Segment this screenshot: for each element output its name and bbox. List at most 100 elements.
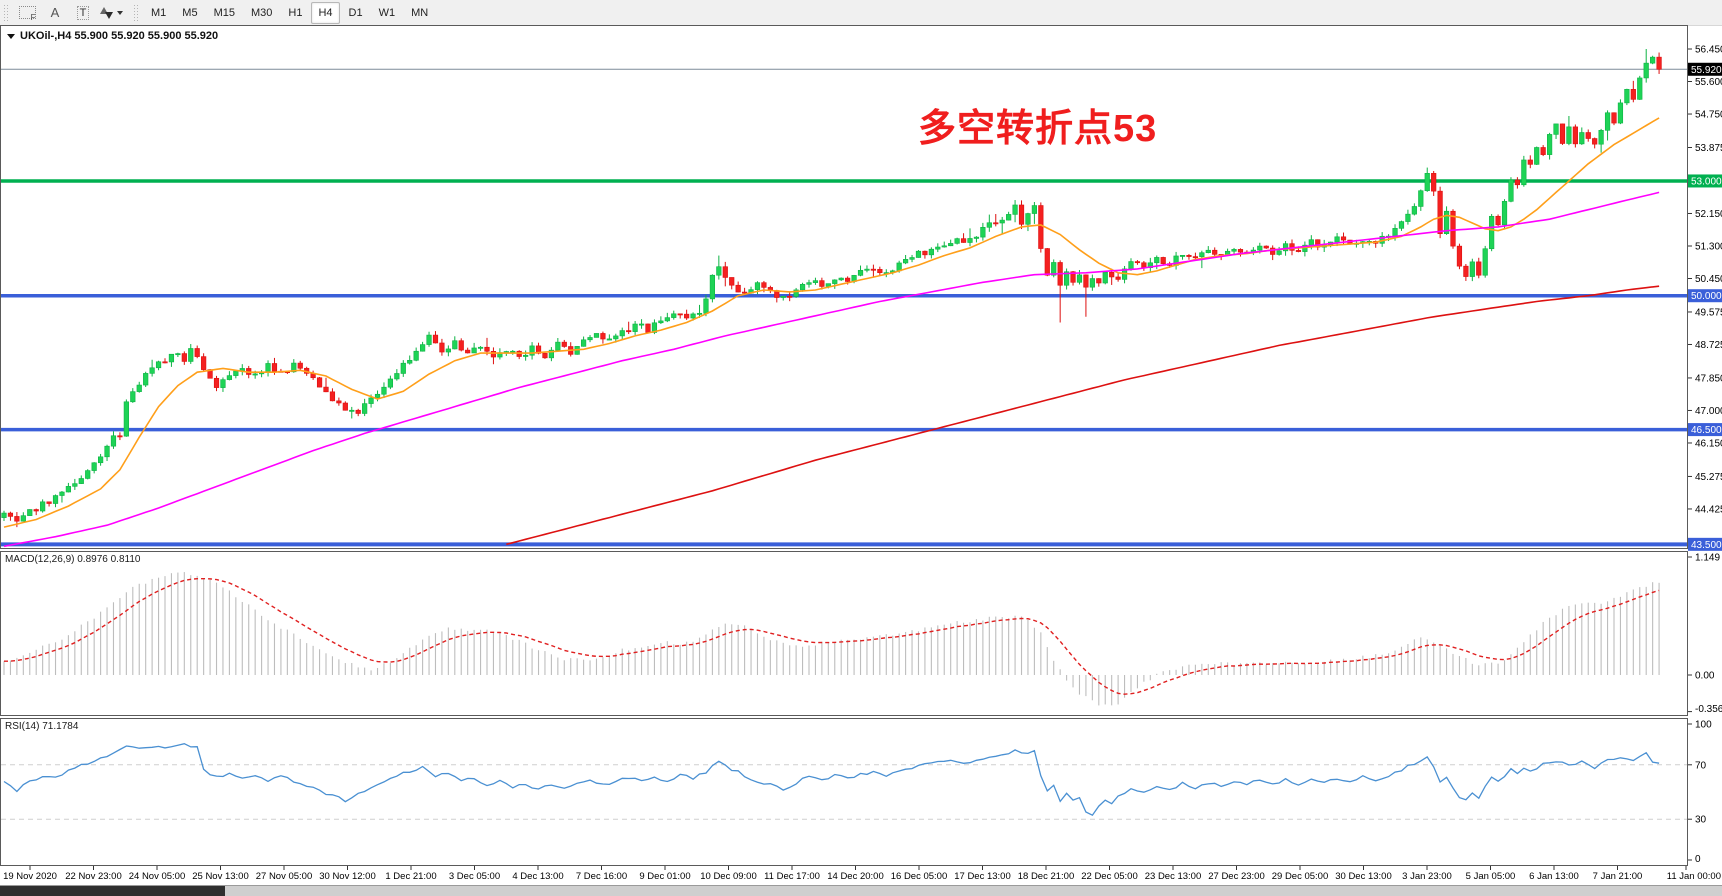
price-axis-label: 53.875 [1695, 143, 1722, 154]
label-tool-button[interactable]: A [42, 2, 68, 24]
chart-title: UKOil-,H4 55.900 55.920 55.900 55.920 [7, 30, 218, 42]
timeframe-button-m5[interactable]: M5 [182, 6, 198, 19]
timeframe-button-m30[interactable]: M30 [250, 6, 273, 19]
time-axis-label: 16 Dec 05:00 [891, 871, 948, 882]
macd-panel[interactable] [0, 551, 1688, 716]
candlestick-series [1, 49, 1662, 528]
time-axis-label: 22 Dec 05:00 [1081, 871, 1138, 882]
price-axis-label: 49.575 [1695, 307, 1722, 318]
rsi-axis-label: 100 [1695, 720, 1712, 731]
time-axis-label: 3 Dec 05:00 [449, 871, 500, 882]
timeframe-button-d1[interactable]: D1 [348, 6, 363, 19]
price-axis-label: 47.000 [1695, 406, 1722, 417]
timeframe-button-m15[interactable]: M15 [213, 6, 235, 19]
ma-fast-orange [3, 117, 1660, 528]
level-price-label: 43.500 [1691, 540, 1722, 551]
price-axis-label: 54.750 [1695, 110, 1722, 121]
time-axis-label: 10 Dec 09:00 [700, 871, 757, 882]
macd-axis: 1.149 0.00 -0.3563 [1688, 552, 1722, 715]
macd-axis-label: 1.149 [1695, 552, 1720, 563]
horizontal-scrollbar-thumb[interactable] [0, 886, 225, 896]
macd-axis-label: 0.00 [1695, 671, 1715, 682]
rsi-line [3, 743, 1660, 817]
timeframe-button-m1[interactable]: M1 [151, 6, 167, 19]
dropdown-caret-icon[interactable] [116, 10, 123, 15]
toolbar-grip[interactable] [133, 3, 140, 22]
ma-slow-red [506, 285, 1660, 546]
timeframe-button-w1[interactable]: W1 [378, 6, 396, 19]
time-axis-label: 7 Jan 21:00 [1593, 871, 1643, 882]
price-axis-label: 55.600 [1695, 77, 1722, 88]
time-axis-label: 11 Jan 00:00 [1667, 871, 1721, 882]
time-axis-label: 3 Jan 23:00 [1402, 871, 1452, 882]
time-axis-label: 29 Dec 05:00 [1272, 871, 1329, 882]
rsi-indicator-label: RSI(14) 71.1784 [5, 721, 79, 732]
horizontal-scrollbar-track[interactable] [0, 886, 1722, 896]
price-axis-label: 46.150 [1695, 438, 1722, 449]
time-axis-label: 11 Dec 17:00 [764, 871, 820, 882]
price-axis-label: 51.300 [1695, 241, 1722, 252]
price-axis[interactable]: 56.450 55.600 54.750 53.875 53.000 52.150 51.3… [1688, 45, 1722, 551]
time-axis-label: 18 Dec 21:00 [1018, 871, 1075, 882]
time-axis-label: 5 Jan 05:00 [1466, 871, 1516, 882]
time-axis-label: 1 Dec 21:00 [385, 871, 436, 882]
price-axis-label: 47.850 [1695, 373, 1722, 384]
price-axis-label: 44.425 [1695, 504, 1722, 515]
price-axis-label: 45.275 [1695, 472, 1722, 483]
text-box-icon: T [76, 5, 90, 20]
letter-a-icon: A [50, 5, 60, 20]
time-axis-label: 25 Nov 13:00 [192, 871, 249, 882]
rsi-axis-label: 0 [1695, 854, 1701, 865]
time-axis[interactable]: 19 Nov 2020 22 Nov 23:00 24 Nov 05:00 25 No… [0, 866, 1722, 886]
objects-tool-button[interactable]: F [14, 2, 40, 24]
time-axis-label: 27 Nov 05:00 [256, 871, 313, 882]
time-axis-label: 6 Jan 13:00 [1529, 871, 1579, 882]
rsi-panel[interactable] [0, 718, 1688, 866]
macd-histogram [3, 572, 1660, 706]
level-price-label: 46.500 [1691, 425, 1722, 436]
price-axis-label: 56.450 [1695, 45, 1722, 56]
symbol-ohlc-text: UKOil-,H4 55.900 55.920 55.900 55.920 [20, 30, 219, 42]
time-axis-label: 30 Dec 13:00 [1335, 871, 1392, 882]
horizontal-level-lines[interactable] [1, 179, 1687, 547]
rsi-axis-label: 30 [1695, 815, 1707, 826]
time-axis-label: 24 Nov 05:00 [129, 871, 186, 882]
time-axis-label: 27 Dec 23:00 [1208, 871, 1265, 882]
timeframe-bar: M1 M5 M15 M30 H1 H4 D1 W1 MN [143, 1, 436, 24]
time-axis-label: 19 Nov 2020 [3, 871, 57, 882]
arrows-tool-button[interactable] [98, 2, 124, 24]
time-axis-label: 14 Dec 20:00 [827, 871, 884, 882]
macd-signal-line [3, 578, 1660, 695]
time-axis-label: 30 Nov 12:00 [319, 871, 376, 882]
time-axis-label: 22 Nov 23:00 [65, 871, 122, 882]
macd-indicator-label: MACD(12,26,9) 0.8976 0.8110 [5, 554, 141, 565]
main-chart-panel[interactable] [0, 25, 1688, 549]
rsi-axis-label: 70 [1695, 760, 1707, 771]
current-price-label: 55.920 [1691, 65, 1722, 76]
price-axis-label: 50.450 [1695, 274, 1722, 285]
level-price-label: 53.000 [1691, 176, 1722, 187]
toolbar: F A T M1 M5 M15 M30 H1 H4 D1 W1 MN [0, 0, 1722, 26]
price-axis-label: 52.150 [1695, 209, 1722, 220]
price-axis-label: 48.725 [1695, 340, 1722, 351]
chart-canvas[interactable]: 56.450 55.600 54.750 53.875 53.000 52.150 51.3… [0, 25, 1722, 896]
timeframe-button-h1[interactable]: H1 [288, 6, 303, 19]
toolbar-grip[interactable] [3, 3, 10, 22]
timeframe-button-mn[interactable]: MN [411, 6, 429, 19]
time-axis-label: 23 Dec 13:00 [1145, 871, 1202, 882]
rsi-axis: 100 70 30 0 [1688, 720, 1712, 865]
text-tool-button[interactable]: T [70, 2, 96, 24]
timeframe-button-h4[interactable]: H4 [311, 1, 340, 24]
ma-mid-magenta [3, 191, 1660, 548]
time-axis-label: 9 Dec 01:00 [639, 871, 690, 882]
time-axis-label: 4 Dec 13:00 [512, 871, 563, 882]
chart-dropdown-icon[interactable] [7, 33, 15, 39]
dotted-box-icon: F [18, 6, 36, 22]
time-axis-label: 17 Dec 13:00 [954, 871, 1011, 882]
arrows-icon [99, 6, 113, 19]
macd-axis-label: -0.3563 [1695, 704, 1722, 715]
chart-annotation-text: 多空转折点53 [918, 108, 1158, 150]
level-price-label: 50.000 [1691, 291, 1722, 302]
time-axis-label: 7 Dec 16:00 [576, 871, 627, 882]
